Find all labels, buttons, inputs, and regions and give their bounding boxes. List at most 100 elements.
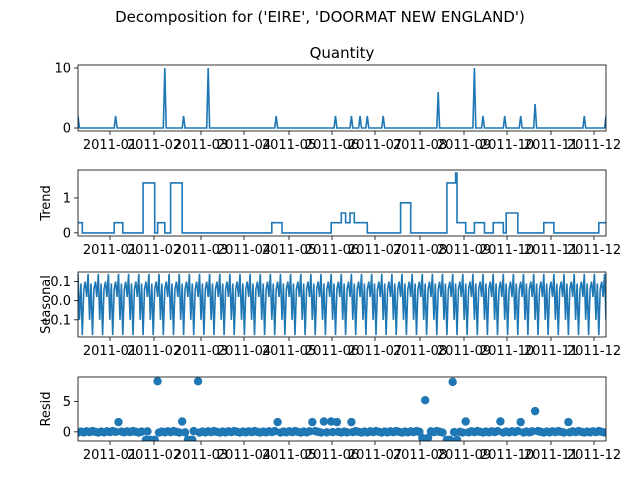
y-axis-label: Resid [39,391,54,426]
x-tick-label: 2011-07 [348,448,402,463]
plot-area [78,67,606,129]
x-tick-label: 2011-01 [83,243,137,258]
plot-area [78,377,606,441]
x-tick-label: 2011-12 [567,243,621,258]
x-tick-label: 2011-04 [217,138,271,153]
x-tick-label: 2011-01 [83,344,137,359]
resid-outlier-5 [177,417,187,426]
x-tick-label: 2011-11 [524,344,578,359]
x-tick-label: 2011-01 [83,138,137,153]
resid-outlier-26 [564,417,573,427]
x-tick-label: 2011-09 [437,448,491,463]
resid-outlier-4 [153,377,162,386]
x-tick-label: 2011-03 [174,448,228,463]
resid-point [180,428,190,437]
x-tick-label: 2011-06 [305,243,359,258]
resid-outlier-22 [461,417,470,426]
x-tick-label: 2011-09 [437,138,491,153]
panel-1: 0102011-012011-022011-032011-042011-0520… [54,44,621,153]
resid-outlier-0 [114,417,123,427]
resid-point [600,428,606,437]
resid-point [438,428,447,437]
panel-3: 0.10.0−0.12011-012011-022011-032011-0420… [39,271,621,359]
figure-suptitle: Decomposition for ('EIRE', 'DOORMAT NEW … [115,8,525,26]
resid-outlier-25 [530,406,540,416]
seasonal-series-line [78,273,606,336]
x-tick-label: 2011-02 [127,448,181,463]
y-tick-label: 1 [63,191,71,206]
x-tick-label: 2011-04 [217,448,271,463]
resid-outlier-10 [308,417,317,427]
x-tick-label: 2011-06 [305,138,359,153]
y-axis-label: Seasonal [39,275,54,334]
x-tick-label: 2011-08 [393,448,447,463]
x-tick-label: 2011-09 [437,344,491,359]
resid-outlier-3 [150,435,159,441]
x-tick-label: 2011-06 [305,344,359,359]
x-tick-label: 2011-03 [174,243,228,258]
x-tick-label: 2011-08 [393,138,447,153]
x-tick-label: 2011-03 [174,344,228,359]
plot-area [78,273,606,336]
resid-outlier-23 [496,417,505,426]
resid-outlier-8 [193,377,203,386]
y-tick-label: 0 [63,226,71,241]
resid-point [143,427,152,436]
resid-outlier-21 [452,435,462,441]
x-tick-label: 2011-10 [480,243,534,258]
x-tick-label: 2011-08 [393,243,447,258]
y-tick-label: 5 [63,395,71,410]
x-tick-label: 2011-12 [567,138,621,153]
x-tick-label: 2011-12 [567,344,621,359]
resid-outlier-11 [319,417,329,426]
plot-area [78,172,606,234]
y-tick-label: 0 [63,425,71,440]
x-tick-label: 2011-05 [262,448,316,463]
x-tick-label: 2011-03 [174,138,228,153]
x-tick-label: 2011-10 [480,448,534,463]
x-tick-label: 2011-12 [567,448,621,463]
panel-4: 052011-012011-022011-032011-042011-05201… [39,376,621,463]
x-tick-label: 2011-02 [127,344,181,359]
x-tick-label: 2011-05 [262,138,316,153]
x-tick-label: 2011-11 [524,138,578,153]
x-tick-label: 2011-08 [393,344,447,359]
resid-outlier-17 [423,433,433,441]
x-tick-label: 2011-05 [262,344,316,359]
x-tick-label: 2011-09 [437,243,491,258]
x-tick-label: 2011-11 [524,243,578,258]
quantity-series-line [78,67,606,129]
resid-outlier-9 [273,417,282,427]
y-tick-label: −0.1 [39,313,71,328]
x-tick-label: 2011-02 [127,138,181,153]
x-tick-label: 2011-11 [524,448,578,463]
y-tick-label: 0.0 [50,294,71,309]
axes-frame [77,271,607,338]
x-tick-label: 2011-06 [305,448,359,463]
x-tick-label: 2011-07 [348,243,402,258]
x-tick-label: 2011-04 [217,243,271,258]
x-tick-label: 2011-04 [217,344,271,359]
y-tick-label: 0.1 [50,275,71,290]
x-tick-label: 2011-10 [480,344,534,359]
y-tick-label: 10 [54,62,71,77]
panels: 0102011-012011-022011-032011-042011-0520… [39,44,621,463]
trend-series-line [78,172,606,234]
y-tick-label: 0 [63,122,71,137]
axes-frame [77,376,607,442]
resid-outlier-16 [420,395,430,405]
x-tick-label: 2011-07 [348,344,402,359]
x-tick-label: 2011-01 [83,448,137,463]
axes-frame [77,169,607,237]
y-axis-label: Trend [39,185,54,222]
resid-outlier-20 [448,377,457,387]
resid-outlier-19 [445,435,454,441]
resid-outlier-24 [516,417,525,427]
axes-frame [77,64,607,132]
panel-2: 012011-012011-022011-032011-042011-05201… [39,169,621,258]
resid-outlier-7 [188,435,197,441]
x-tick-label: 2011-07 [348,138,402,153]
resid-outlier-13 [332,417,342,427]
x-tick-label: 2011-10 [480,138,534,153]
